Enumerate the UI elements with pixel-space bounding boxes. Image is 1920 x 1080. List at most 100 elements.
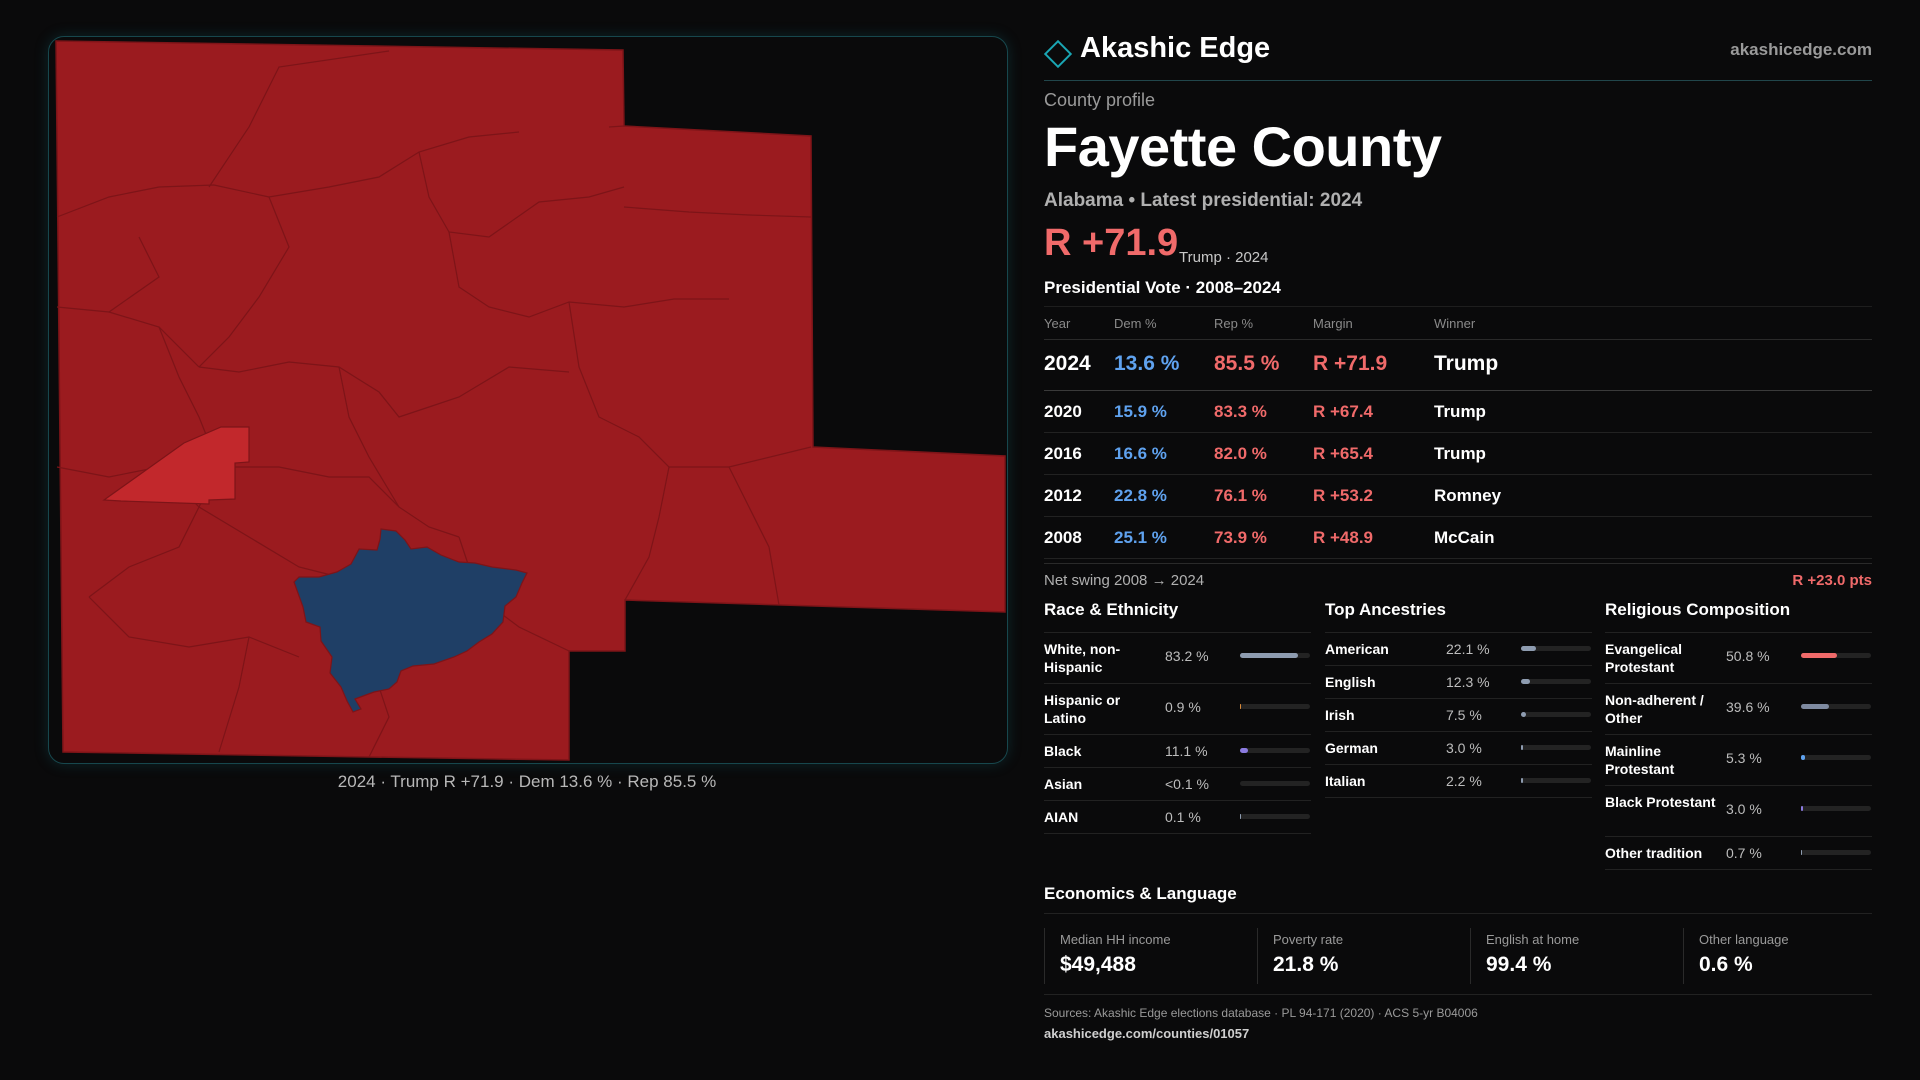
item-bar <box>1521 712 1591 717</box>
ancestry-section-title: Top Ancestries <box>1325 600 1592 633</box>
stat-median-income: Median HH income $49,488 <box>1044 928 1257 984</box>
item-value: 22.1 % <box>1446 641 1490 657</box>
cell-dem: 15.9 % <box>1114 402 1167 421</box>
ancestries-section: Top Ancestries American 22.1 % English 1… <box>1325 600 1592 798</box>
item-bar <box>1521 745 1591 750</box>
stat-english-at-home: English at home 99.4 % <box>1470 928 1683 984</box>
item-bar <box>1521 679 1591 684</box>
cell-dem: 16.6 % <box>1114 444 1167 463</box>
item-value: 5.3 % <box>1726 750 1762 766</box>
map-region-republican-light[interactable] <box>102 426 250 505</box>
cell-margin: R +71.9 <box>1313 352 1388 375</box>
brand-name[interactable]: Akashic Edge <box>1080 32 1271 64</box>
site-link[interactable]: akashicedge.com <box>1730 40 1872 59</box>
item-bar-fill <box>1801 653 1837 658</box>
table-row: 2020 15.9 % 83.3 % R +67.4 Trump <box>1044 391 1872 433</box>
county-map-panel[interactable] <box>48 36 1008 764</box>
cell-year: 2020 <box>1044 402 1082 421</box>
cell-dem: 22.8 % <box>1114 486 1167 505</box>
item-value: 0.1 % <box>1165 809 1201 825</box>
list-item: White, non-Hispanic 83.2 % <box>1044 633 1311 684</box>
stat-value: 0.6 % <box>1699 953 1753 976</box>
item-label: Asian <box>1044 776 1083 792</box>
item-label: Non-adherent / Other <box>1605 692 1704 726</box>
item-bar <box>1240 781 1310 786</box>
item-bar <box>1521 778 1591 783</box>
item-value: 7.5 % <box>1446 707 1482 723</box>
item-bar <box>1240 814 1310 819</box>
map-caption: 2024 · Trump R +71.9 · Dem 13.6 % · Rep … <box>337 772 717 791</box>
list-item: English 12.3 % <box>1325 666 1592 699</box>
cell-winner: Trump <box>1434 402 1486 421</box>
headline-margin: R +71.9 <box>1044 222 1179 264</box>
cell-rep: 83.3 % <box>1214 402 1267 421</box>
item-bar <box>1521 646 1591 651</box>
item-value: 39.6 % <box>1726 699 1770 715</box>
col-dem: Dem % <box>1114 316 1157 331</box>
item-value: 11.1 % <box>1165 743 1208 759</box>
county-map[interactable] <box>49 37 1007 763</box>
item-bar <box>1801 755 1871 760</box>
item-bar-fill <box>1240 748 1248 753</box>
item-bar-fill <box>1801 850 1803 855</box>
vote-section-title: Presidential Vote · 2008–2024 <box>1044 278 1281 297</box>
table-row: 2024 13.6 % 85.5 % R +71.9 Trump <box>1044 340 1872 391</box>
col-rep: Rep % <box>1214 316 1254 331</box>
list-item: Black Protestant 3.0 % <box>1605 786 1872 837</box>
table-row: 2012 22.8 % 76.1 % R +53.2 Romney <box>1044 475 1872 517</box>
list-item: American 22.1 % <box>1325 633 1592 666</box>
page-title: Fayette County <box>1044 115 1442 178</box>
vote-table: Year Dem % Rep % Margin Winner 2024 13.6… <box>1044 306 1872 559</box>
profile-subtitle: Alabama • Latest presidential: 2024 <box>1044 190 1363 211</box>
col-winner: Winner <box>1434 316 1476 331</box>
stat-poverty-rate: Poverty rate 21.8 % <box>1257 928 1470 984</box>
stat-other-language: Other language 0.6 % <box>1683 928 1896 984</box>
item-bar <box>1240 748 1310 753</box>
cell-year: 2012 <box>1044 486 1082 505</box>
item-value: 3.0 % <box>1726 801 1762 817</box>
item-bar <box>1801 850 1871 855</box>
list-item: German 3.0 % <box>1325 732 1592 765</box>
cell-year: 2016 <box>1044 444 1082 463</box>
cell-margin: R +65.4 <box>1313 444 1374 463</box>
brand-header: Akashic Edge akashicedge.com <box>1043 30 1872 81</box>
item-bar <box>1801 653 1871 658</box>
item-value: 50.8 % <box>1726 648 1770 664</box>
cell-winner: Trump <box>1434 352 1499 375</box>
cell-year: 2008 <box>1044 528 1082 547</box>
map-region-democratic[interactable] <box>293 528 528 713</box>
table-row: 2008 25.1 % 73.9 % R +48.9 McCain <box>1044 517 1872 559</box>
economics-section-title: Economics & Language <box>1044 884 1237 903</box>
cell-rep: 85.5 % <box>1214 352 1280 375</box>
profile-eyebrow: County profile <box>1044 90 1156 110</box>
cell-winner: Romney <box>1434 486 1502 505</box>
cell-margin: R +48.9 <box>1313 528 1374 547</box>
item-value: 3.0 % <box>1446 740 1482 756</box>
item-bar-fill <box>1521 712 1527 717</box>
stat-label: Other language <box>1699 932 1789 947</box>
map-region-republican[interactable] <box>55 40 1006 761</box>
col-margin: Margin <box>1313 316 1353 331</box>
item-bar <box>1801 806 1871 811</box>
item-label: Hispanic or Latino <box>1044 692 1121 726</box>
cell-rep: 73.9 % <box>1214 528 1267 547</box>
race-section-title: Race & Ethnicity <box>1044 600 1311 633</box>
list-item: Other tradition 0.7 % <box>1605 837 1872 870</box>
col-year: Year <box>1044 316 1071 331</box>
vote-table-header: Year Dem % Rep % Margin Winner <box>1044 306 1872 340</box>
cell-dem: 25.1 % <box>1114 528 1167 547</box>
item-value: 83.2 % <box>1165 648 1209 664</box>
item-label: Evangelical Protestant <box>1605 641 1683 675</box>
cell-winner: McCain <box>1434 528 1495 547</box>
sources-note: Sources: Akashic Edge elections database… <box>1044 1006 1478 1020</box>
item-bar-fill <box>1521 745 1524 750</box>
item-bar-fill <box>1240 653 1299 658</box>
divider <box>1044 913 1872 914</box>
page-url-link[interactable]: akashicedge.com/counties/01057 <box>1044 1026 1250 1041</box>
item-bar-fill <box>1801 755 1805 760</box>
item-label: Mainline Protestant <box>1605 743 1675 777</box>
cell-dem: 13.6 % <box>1114 352 1180 375</box>
stat-label: Median HH income <box>1060 932 1171 947</box>
list-item: Irish 7.5 % <box>1325 699 1592 732</box>
item-label: American <box>1325 641 1389 657</box>
